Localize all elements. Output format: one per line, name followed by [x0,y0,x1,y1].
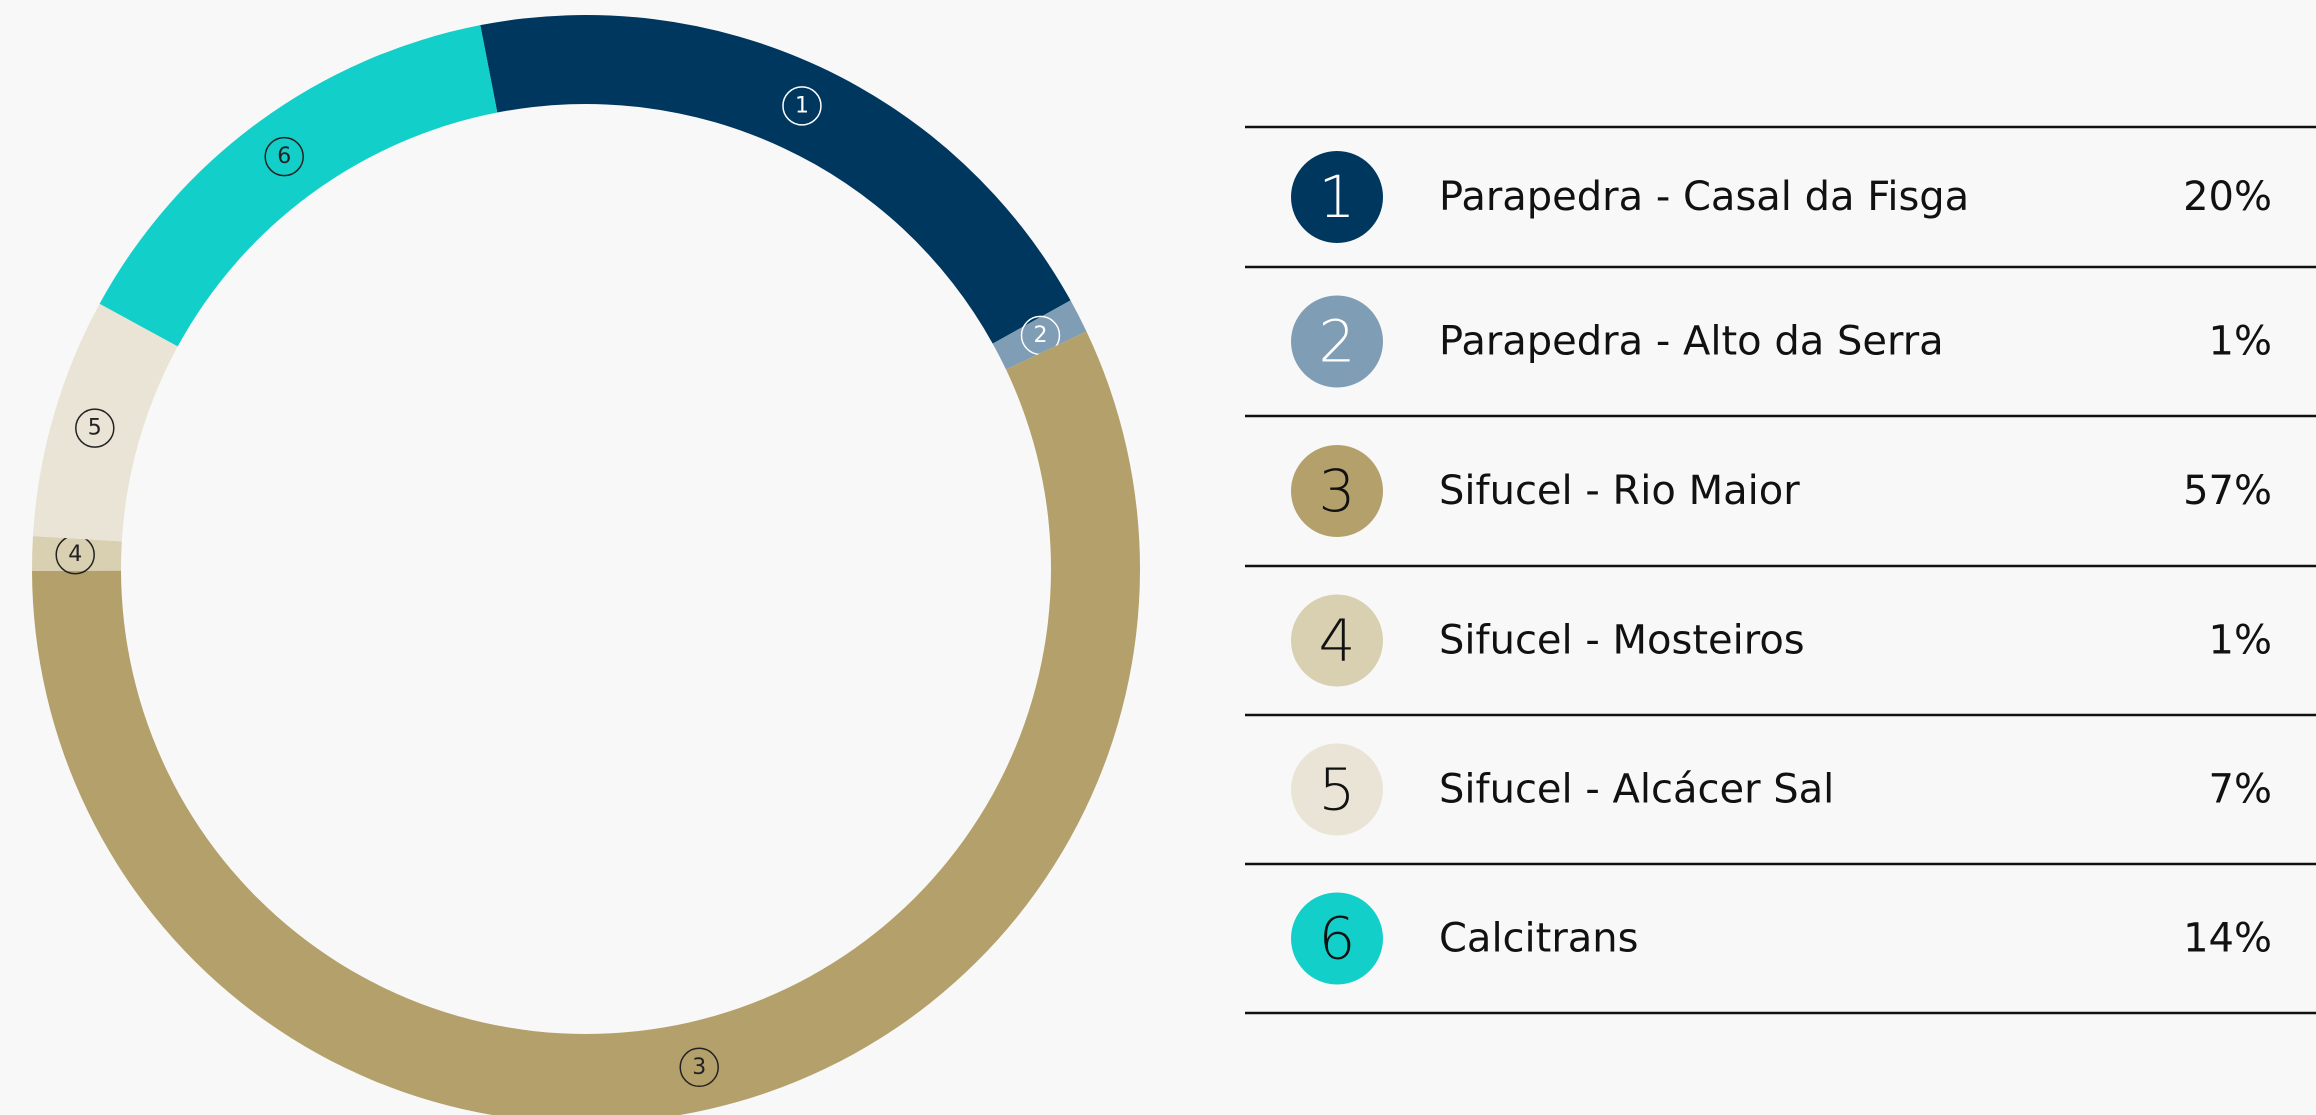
legend-label: Sifucel - Rio Maior [1439,468,1800,514]
legend-value: 57% [2183,468,2272,514]
donut-segment [32,303,178,542]
legend-key: 2 [1319,308,1356,376]
legend-value: 14% [2183,916,2272,962]
legend-value: 1% [2209,618,2272,664]
donut-segment [480,14,1071,344]
donut-segment [32,536,122,571]
legend-label: Sifucel - Alcácer Sal [1439,767,1834,813]
segment-key-ring [264,136,304,177]
legend-label: Calcitrans [1439,916,1639,962]
legend-value: 7% [2209,767,2272,813]
legend-key: 4 [1319,607,1356,675]
donut-segment [99,25,498,347]
legend-label: Parapedra - Casal da Fisga [1439,174,1969,220]
legend-swatch [1291,151,1383,243]
legend-swatch [1291,594,1383,687]
segment-key: 3 [692,1055,706,1080]
legend-swatch [1291,892,1383,985]
segment-key: 2 [1033,323,1047,348]
segment-key-ring [75,408,115,448]
segment-key: 6 [277,144,291,169]
legend-value: 20% [2183,174,2272,220]
legend-key: 3 [1319,457,1356,525]
legend-swatch [1291,295,1383,388]
legend-key: 5 [1319,756,1356,824]
segment-key: 5 [88,416,102,441]
legend-swatch [1291,445,1383,537]
donut-segment [992,300,1087,370]
donut-segment [32,331,1140,1115]
legend-label: Parapedra - Alto da Serra [1439,319,1944,365]
legend-key: 1 [1319,163,1356,231]
segment-key: 1 [795,93,809,118]
segment-key-ring [782,86,822,126]
legend-swatch [1291,743,1383,836]
segment-key-ring [679,1047,719,1088]
legend-label: Sifucel - Mosteiros [1439,618,1805,664]
legend-value: 1% [2209,319,2272,365]
legend-key: 6 [1319,905,1356,973]
segment-key: 4 [68,542,82,567]
